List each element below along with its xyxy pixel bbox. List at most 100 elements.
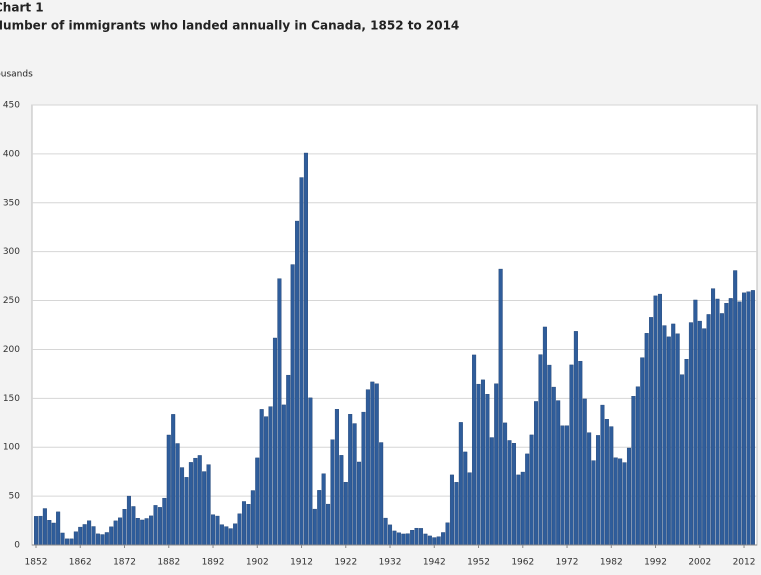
x-tick-label: 1982 (600, 558, 623, 568)
x-tick-label: 1882 (157, 558, 180, 568)
bar (688, 322, 693, 546)
bar (640, 357, 645, 546)
bar (64, 538, 70, 546)
bar (604, 419, 609, 546)
bar (374, 383, 379, 546)
bar (472, 354, 477, 546)
bar (467, 472, 472, 546)
bar (357, 461, 362, 546)
bar (131, 506, 136, 546)
x-tick-label: 1852 (25, 558, 48, 568)
bar (441, 532, 446, 546)
y-tick-label: 50 (9, 492, 21, 502)
bar (458, 422, 463, 546)
bar (272, 337, 277, 546)
bar (175, 443, 180, 546)
y-tick-label: 200 (3, 345, 20, 355)
bar (569, 364, 574, 546)
bar (423, 533, 428, 546)
bar (140, 519, 145, 546)
bar (503, 422, 508, 546)
bar (449, 474, 454, 546)
bar (334, 409, 339, 546)
bar (507, 440, 512, 546)
bar (525, 453, 530, 546)
bar (100, 534, 105, 546)
y-tick-label: 450 (3, 101, 20, 111)
x-tick-label: 2002 (688, 558, 711, 568)
bar (702, 328, 707, 546)
bar (418, 528, 424, 546)
bar (516, 474, 521, 546)
bar (498, 268, 503, 546)
bar (303, 152, 308, 546)
bar (290, 264, 295, 546)
bar (529, 434, 534, 546)
bar (711, 288, 716, 546)
bar (649, 317, 654, 546)
bar (56, 511, 61, 546)
y-tick-label: 250 (3, 296, 20, 306)
chart-subtitle: Number of immigrants who landed annually… (0, 19, 459, 33)
bar (73, 531, 78, 546)
bar (299, 177, 304, 546)
bar (109, 526, 114, 546)
y-axis-label: thousands (0, 70, 33, 80)
bar (538, 354, 543, 546)
bar (157, 507, 162, 546)
bar (193, 457, 198, 546)
bar (326, 503, 331, 546)
bar (662, 325, 667, 546)
bar (321, 473, 326, 546)
bar (241, 501, 247, 546)
bar (180, 467, 185, 546)
bar (113, 520, 118, 546)
bar (224, 526, 229, 546)
bar (666, 336, 671, 546)
bar (388, 524, 393, 546)
bar (622, 462, 627, 546)
bar (573, 331, 578, 546)
bar (697, 320, 702, 546)
bar (635, 386, 640, 546)
bar (644, 333, 649, 546)
bar (582, 398, 587, 546)
bar (153, 505, 158, 546)
bar (197, 455, 202, 546)
bar (219, 524, 224, 546)
bar (370, 381, 375, 546)
bar (202, 471, 207, 546)
bar (51, 522, 56, 546)
bar (82, 524, 87, 546)
bar (78, 526, 83, 546)
bar (396, 532, 401, 546)
bar (330, 439, 335, 546)
bar (405, 533, 410, 546)
bar (680, 374, 685, 546)
bar (38, 515, 43, 546)
y-tick-label: 100 (3, 443, 20, 453)
bar (401, 533, 406, 546)
bar (122, 509, 127, 546)
bar (286, 374, 291, 546)
bar (494, 383, 499, 546)
bar (750, 290, 755, 546)
bar (547, 364, 552, 546)
bar (277, 278, 282, 546)
bar (613, 457, 618, 546)
bar (343, 482, 348, 546)
bar (211, 514, 216, 546)
bar (551, 386, 556, 546)
bar (206, 464, 211, 546)
bar (480, 379, 485, 546)
bar (489, 437, 494, 546)
bar (706, 314, 711, 546)
x-tick-label: 1962 (511, 558, 534, 568)
bar (511, 443, 516, 546)
bar (728, 298, 733, 546)
bar (383, 517, 388, 546)
bar (414, 527, 419, 546)
x-tick-label: 1862 (69, 558, 92, 568)
x-tick-label: 2012 (733, 558, 756, 568)
bar (715, 298, 720, 546)
